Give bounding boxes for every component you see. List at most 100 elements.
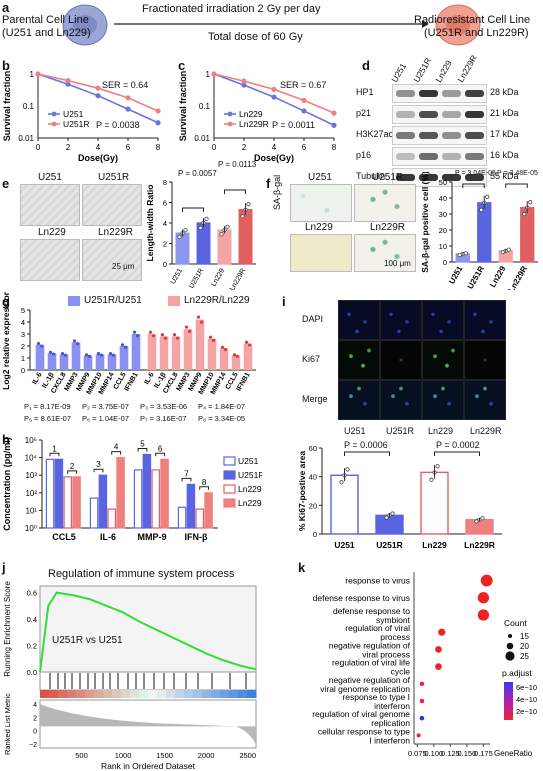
rank-gradient-cell	[139, 690, 149, 698]
x-tick-label: 0	[212, 143, 217, 152]
blot-protein-label: HP1	[356, 87, 374, 97]
bracket-number: 7	[184, 469, 189, 478]
significance-bracket	[111, 451, 122, 455]
replicate-point	[151, 334, 156, 338]
size-legend-label: 15	[520, 632, 529, 641]
color-legend-label: 6e−10	[516, 683, 537, 692]
significance-bracket	[224, 189, 246, 194]
bar-MMP9	[83, 355, 93, 370]
go-dot	[435, 646, 442, 653]
blot-protein-label: p16	[356, 150, 372, 160]
y-tick-label: 1	[21, 354, 25, 363]
bar-Ln229-IL-6	[107, 508, 116, 529]
ki67-col-label: U251	[344, 426, 366, 436]
legend-label-U251R: U251R	[238, 470, 262, 480]
y-tick-label: 0.01	[194, 134, 210, 143]
blot-kda-label: 28 kDa	[490, 87, 519, 97]
rank-gradient-cell	[58, 690, 68, 698]
x-tick-label: U251R	[376, 540, 402, 550]
blot-lane-label: Ln229R	[455, 53, 479, 84]
y-tick-label: 1	[206, 70, 211, 79]
rank-gradient-cell	[85, 690, 95, 698]
legend-label-U251: U251	[238, 456, 259, 466]
rank-gradient-cell	[247, 690, 257, 698]
blot-protein-label: p21	[356, 108, 372, 118]
replicate-point	[223, 347, 228, 352]
bar-IL-1β	[159, 336, 169, 370]
replicate-point	[247, 343, 252, 347]
replicate-point	[111, 353, 116, 357]
e-pvalue-1: P = 0.0057	[178, 169, 217, 178]
legend-label-U251R: U251R	[63, 119, 89, 129]
bar-CCL5	[231, 355, 241, 370]
significance-bracket	[505, 183, 528, 188]
ki67-image-dapi-ln229	[422, 300, 464, 340]
rank-gradient-cell	[103, 690, 113, 698]
blot-strip	[392, 105, 487, 124]
go-dot	[438, 628, 446, 636]
legend-marker-Ln229	[227, 111, 233, 117]
y-axis-label-top: Running Enrichment Score	[3, 581, 12, 677]
x-tick-label: 6	[126, 143, 131, 152]
blot-band	[465, 153, 484, 160]
ser-c: SER = 0.67	[280, 80, 327, 90]
significance-bracket	[137, 448, 148, 452]
parental-title: Parental Cell Line	[2, 14, 89, 26]
blot-band	[465, 174, 484, 181]
blot-band	[419, 111, 438, 118]
survival-chart-b: 0.01 0.1 1 0 2 4 6 8 Dose(Gy) Survival fraction U2…	[2, 70, 161, 163]
h-p8: P₈ = 3.34E-05	[198, 414, 246, 423]
go-term-label: regulation of viral life cycle	[332, 658, 410, 677]
rank-gradient-cell	[94, 690, 104, 698]
go-term-label: defense response to virus	[313, 593, 410, 603]
rank-gradient-cell	[220, 690, 230, 698]
size-legend-title: Count	[504, 618, 527, 628]
bar-Ln229-CCL5	[63, 476, 72, 529]
go-term-label: response to virus	[345, 576, 410, 586]
go-dot	[435, 663, 442, 670]
concentration-chart: 10⁰ 10¹ 10² 10³ 10⁴ 10⁵ Concentration (pg/ml) 1…	[2, 436, 262, 542]
x-tick-label: MMP-9	[138, 532, 167, 542]
bar-U251R-MMP-9	[142, 453, 152, 529]
data-point-U251R	[95, 85, 101, 91]
rank-gradient-cell	[238, 690, 248, 698]
replicate-point	[198, 225, 203, 231]
replicate-point	[485, 194, 490, 199]
data-point-U251R	[155, 108, 161, 114]
gsea-comparison: U251R vs U251	[52, 635, 123, 646]
blot-band	[465, 90, 484, 97]
significance-bracket	[49, 452, 60, 457]
f-pvalue-1: P = 3.04E-05	[455, 170, 496, 177]
y-tick-label: 0.0	[27, 668, 37, 677]
g-legend-1: U251R/U251	[68, 295, 142, 306]
replicate-point	[75, 342, 80, 346]
replicate-point	[184, 325, 189, 329]
legend-marker-Ln229R	[227, 121, 233, 127]
x-tick-label: U251	[447, 264, 465, 286]
y-tick-label: 6	[163, 199, 167, 208]
data-point-Ln229R	[211, 71, 217, 77]
data-point-Ln229	[271, 94, 277, 100]
y-tick-label: 0.6	[27, 589, 37, 598]
y-tick-label: 0	[33, 729, 37, 736]
replicate-point	[479, 207, 484, 213]
color-legend-bar	[504, 682, 513, 720]
significance-bracket	[93, 468, 104, 473]
rank-gradient-cell	[148, 690, 158, 698]
color-legend-title: p.adjust	[502, 668, 532, 678]
e-img-label-3: Ln229	[38, 227, 66, 238]
x-tick-label: 8	[332, 143, 337, 152]
replicate-point	[211, 338, 216, 342]
significance-bracket	[199, 486, 210, 490]
bar-MMP10	[207, 338, 217, 370]
radioresistant-title: Radioresistant Cell Line	[414, 14, 531, 26]
x-tick-label: 4	[96, 143, 101, 152]
bar-U251-CCL5	[45, 458, 55, 529]
f-img-label-1: U251	[308, 172, 332, 183]
bar-IL-1β	[47, 353, 57, 370]
blot-kda-label: 17 kDa	[490, 129, 519, 139]
replicate-point	[148, 330, 153, 334]
blot-band	[442, 90, 461, 97]
x-axis-label: Dose(Gy)	[254, 153, 294, 163]
ki67-image-ki67-u251	[338, 340, 380, 380]
